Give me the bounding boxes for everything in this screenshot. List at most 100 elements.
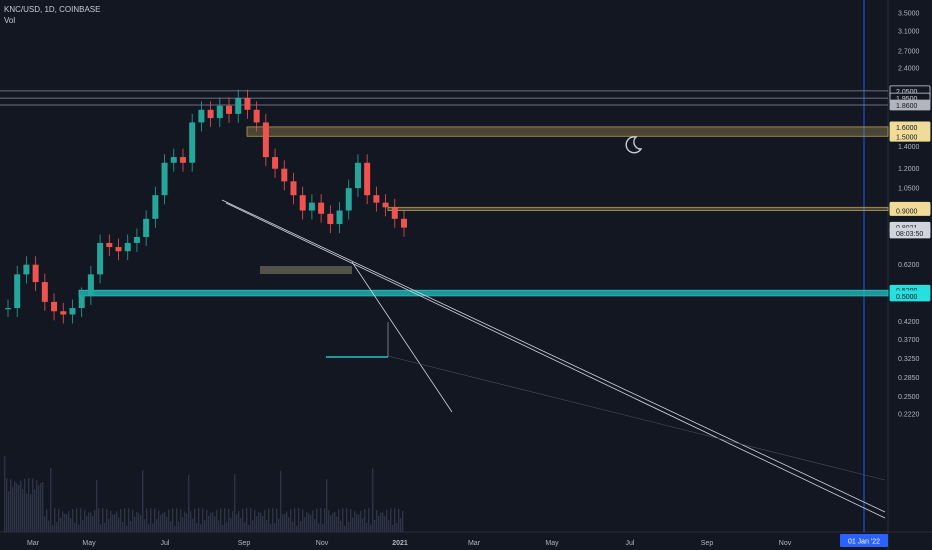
candle-body[interactable] xyxy=(401,218,407,228)
volume-bar xyxy=(328,510,330,532)
candle-body[interactable] xyxy=(253,109,260,123)
candle-body[interactable] xyxy=(23,264,30,275)
candle-body[interactable] xyxy=(308,202,315,211)
volume-bar xyxy=(14,481,16,532)
moon-icon[interactable] xyxy=(622,134,644,156)
candle-body[interactable] xyxy=(290,181,297,196)
volume-bar xyxy=(190,510,192,532)
candle-body[interactable] xyxy=(14,274,21,309)
trendline-short[interactable] xyxy=(351,261,453,413)
yellow-zone[interactable] xyxy=(387,206,889,211)
candle-body[interactable] xyxy=(391,207,398,219)
x-tick-label: Nov xyxy=(779,540,792,547)
candle-body[interactable] xyxy=(78,295,85,309)
candle-body[interactable] xyxy=(115,247,122,252)
candle-body[interactable] xyxy=(207,109,214,119)
trendline-long[interactable] xyxy=(221,199,886,513)
price-badge[interactable] xyxy=(889,227,931,239)
volume-bar xyxy=(78,524,80,532)
candle-body[interactable] xyxy=(41,282,48,302)
candle-body[interactable] xyxy=(152,195,159,219)
volume-bar xyxy=(26,493,28,532)
price-badge[interactable] xyxy=(889,205,931,216)
y-tick-label: 3.5000 xyxy=(898,11,920,18)
volume-bar xyxy=(96,480,98,532)
volume-bar xyxy=(346,508,348,532)
candle-body[interactable] xyxy=(51,301,58,312)
candle-body[interactable] xyxy=(87,274,94,296)
candle-body[interactable] xyxy=(198,109,205,123)
volume-bar xyxy=(54,508,56,532)
volume-bar xyxy=(322,523,324,532)
x-tick-label: 2021 xyxy=(392,540,408,547)
candle-body[interactable] xyxy=(244,98,251,110)
candle-body[interactable] xyxy=(5,308,11,310)
volume-indicator-label[interactable]: Vol xyxy=(4,16,16,25)
price-badge-label: 1.6000 xyxy=(896,125,918,132)
volume-bar xyxy=(6,478,8,532)
candle-body[interactable] xyxy=(262,122,269,158)
volume-bar xyxy=(316,508,318,532)
candle-body[interactable] xyxy=(216,105,223,119)
candle-body[interactable] xyxy=(327,213,334,225)
candle-body[interactable] xyxy=(124,242,131,252)
candle-body[interactable] xyxy=(345,188,352,211)
volume-bar xyxy=(64,513,66,532)
candle-body[interactable] xyxy=(299,195,306,211)
trendline-faint[interactable] xyxy=(387,355,886,481)
volume-bar xyxy=(172,508,174,532)
symbol-line[interactable]: KNC/USD, 1D, COINBASE xyxy=(4,5,101,14)
candle-body[interactable] xyxy=(161,162,168,196)
volume-bar xyxy=(252,520,254,532)
yellow-zone[interactable] xyxy=(246,126,889,137)
candle-body[interactable] xyxy=(179,157,186,163)
volume-bar xyxy=(132,509,134,532)
candle-body[interactable] xyxy=(106,242,113,248)
volume-bar xyxy=(188,474,190,532)
volume-bar xyxy=(28,478,30,532)
price-badge[interactable] xyxy=(889,99,931,111)
volume-bar xyxy=(160,515,162,532)
trendline-long-parallel[interactable] xyxy=(225,202,886,519)
volume-bar xyxy=(370,524,372,532)
volume-bar xyxy=(232,511,234,532)
volume-bar xyxy=(338,509,340,532)
y-tick-label: 0.4200 xyxy=(898,319,920,326)
resistance-box[interactable] xyxy=(260,266,352,274)
candle-body[interactable] xyxy=(382,202,389,208)
volume-bar xyxy=(180,509,182,532)
volume-bar xyxy=(312,510,314,532)
candle-body[interactable] xyxy=(133,237,140,243)
candle-body[interactable] xyxy=(69,308,76,315)
volume-bar xyxy=(280,470,282,532)
candle-body[interactable] xyxy=(354,162,361,189)
candle-body[interactable] xyxy=(281,168,288,182)
volume-bar xyxy=(226,522,228,532)
candle-body[interactable] xyxy=(226,105,233,114)
volume-bar xyxy=(292,521,294,532)
volume-bar xyxy=(156,519,158,532)
price-badge[interactable] xyxy=(889,130,931,142)
price-badge[interactable] xyxy=(889,290,931,302)
candle-body[interactable] xyxy=(364,162,371,196)
candle-body[interactable] xyxy=(318,202,325,214)
volume-bar xyxy=(208,515,210,532)
candle-body[interactable] xyxy=(170,157,177,163)
price-badge-label: 0.5000 xyxy=(896,294,918,301)
volume-bar xyxy=(356,513,358,532)
candle-body[interactable] xyxy=(60,311,67,315)
candle-body[interactable] xyxy=(143,218,150,238)
candle-body[interactable] xyxy=(336,210,343,225)
cyan-zone[interactable] xyxy=(78,289,889,297)
candle-body[interactable] xyxy=(235,98,242,114)
candle-body[interactable] xyxy=(97,242,104,275)
candle-body[interactable] xyxy=(32,264,39,283)
volume-bar xyxy=(112,514,114,532)
volume-bar xyxy=(240,517,242,532)
volume-bar xyxy=(72,508,74,532)
candle-body[interactable] xyxy=(189,122,196,163)
volume-bar xyxy=(258,512,260,532)
candle-body[interactable] xyxy=(272,157,279,169)
candle-body[interactable] xyxy=(373,195,380,203)
